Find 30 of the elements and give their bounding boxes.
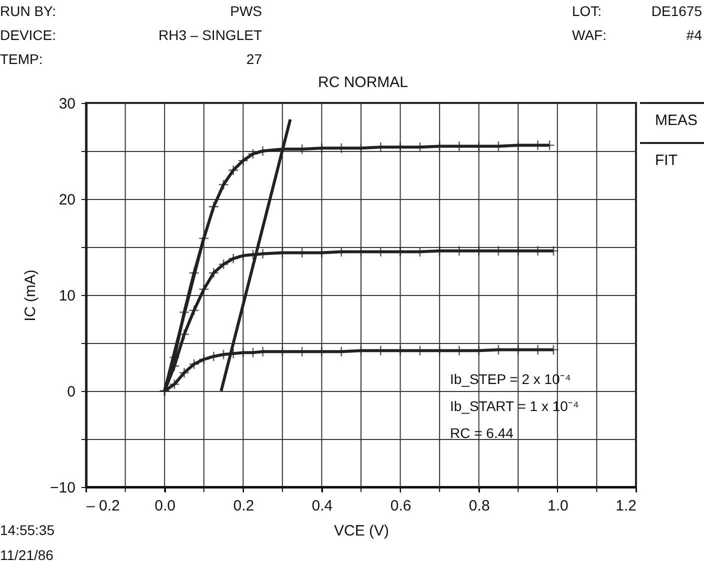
x-tick-label: – 0.2 xyxy=(86,498,120,514)
y-axis-title: IC (mA) xyxy=(22,270,40,322)
text: RUN BY: xyxy=(0,3,56,19)
text: TEMP: xyxy=(0,51,43,67)
x-tick-label: 0.2 xyxy=(233,498,254,514)
x-tick-label: 0.8 xyxy=(468,498,490,514)
text: #4 xyxy=(686,27,702,43)
text: WAF: xyxy=(572,27,606,43)
y-tick-label: 10 xyxy=(58,288,76,304)
chart-title: RC NORMAL xyxy=(318,74,408,91)
text: DEVICE: xyxy=(0,27,56,43)
legend-label: MEAS xyxy=(655,112,698,129)
x-tick-label: 1.0 xyxy=(548,498,568,514)
x-axis-title: VCE (V) xyxy=(334,522,390,540)
x-tick-label: 0.0 xyxy=(154,498,176,514)
x-tick-label: 0.4 xyxy=(312,498,333,514)
text: RH3 – SINGLET xyxy=(158,27,262,43)
legend-label: FIT xyxy=(655,152,678,169)
x-tick-label: 0.6 xyxy=(390,498,412,514)
y-tick-label: 30 xyxy=(58,96,76,112)
x-tick-label: 1.2 xyxy=(616,498,636,514)
text: 14:55:35 xyxy=(0,522,55,538)
y-tick-label: 20 xyxy=(58,192,76,208)
y-tick-label: 0 xyxy=(67,384,76,400)
text: 27 xyxy=(246,51,262,67)
text: DE1675 xyxy=(651,3,702,19)
text: PWS xyxy=(230,3,262,19)
text: LOT: xyxy=(572,3,602,19)
y-tick-label: −10 xyxy=(50,480,76,496)
text: 11/21/86 xyxy=(0,547,54,563)
